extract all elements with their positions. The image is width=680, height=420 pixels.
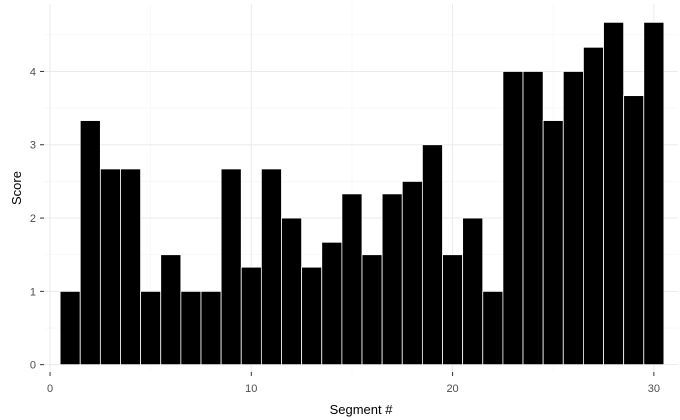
- bar-segment-15: [341, 193, 363, 366]
- bar-segment-4: [120, 168, 142, 366]
- bar-segment-27: [583, 46, 604, 366]
- bar-segment-22: [482, 290, 504, 366]
- bar-segment-30: [643, 21, 665, 366]
- bar-segment-1: [59, 290, 81, 366]
- bar-segment-18: [401, 181, 423, 366]
- y-tick-label: 4: [30, 66, 36, 78]
- y-axis-title: Score: [9, 171, 24, 205]
- bar-segment-12: [281, 217, 303, 366]
- bar-segment-26: [562, 71, 584, 366]
- bar-segment-19: [421, 144, 443, 366]
- bar-segment-6: [160, 254, 182, 366]
- bar-segment-24: [522, 71, 544, 366]
- x-tick-label: 30: [648, 383, 660, 395]
- bars: [59, 21, 665, 366]
- bar-segment-8: [200, 290, 222, 366]
- axes: 0 10 20 30 0 1 2 3 4: [30, 66, 660, 395]
- bar-segment-3: [99, 168, 121, 366]
- bar-segment-25: [542, 120, 564, 366]
- bar-segment-21: [462, 217, 484, 366]
- x-tick-label: 0: [47, 383, 53, 395]
- bar-segment-29: [623, 95, 645, 366]
- bar-segment-28: [603, 21, 625, 366]
- bar-segment-5: [140, 290, 162, 366]
- y-tick-label: 2: [30, 213, 36, 225]
- x-tick-label: 20: [446, 383, 458, 395]
- bar-segment-20: [442, 254, 464, 366]
- x-tick-label: 10: [245, 383, 257, 395]
- bar-segment-7: [180, 290, 202, 366]
- bar-segment-10: [240, 266, 262, 366]
- bar-segment-14: [321, 241, 343, 366]
- y-tick-label: 0: [30, 360, 36, 372]
- y-tick-label: 1: [30, 286, 36, 298]
- bar-segment-9: [220, 168, 242, 366]
- x-axis-title: Segment #: [330, 402, 394, 417]
- bar-segment-2: [79, 120, 101, 366]
- bar-segment-13: [301, 266, 323, 366]
- y-tick-label: 3: [30, 140, 36, 152]
- bar-segment-23: [502, 71, 524, 366]
- bar-segment-16: [361, 254, 383, 366]
- bar-segment-17: [381, 193, 403, 366]
- bar-segment-11: [260, 168, 282, 366]
